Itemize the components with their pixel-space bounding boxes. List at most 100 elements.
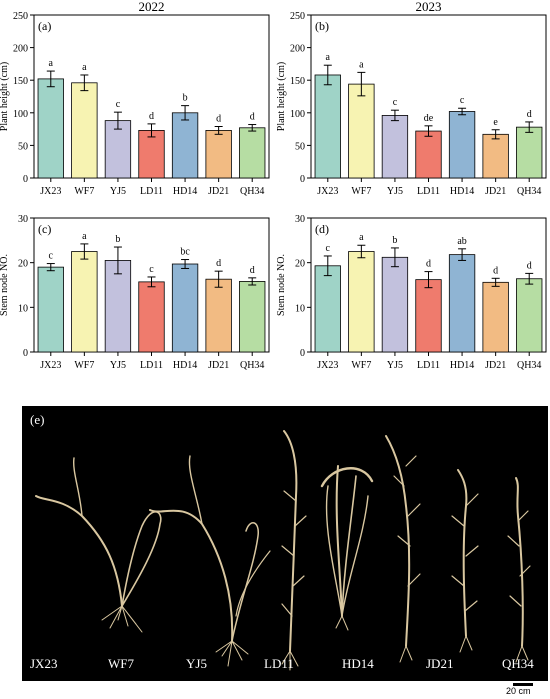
x-tick-label: LD11	[417, 360, 440, 371]
significance-letter: a	[82, 62, 87, 73]
plant-hd14	[320, 465, 374, 631]
y-tick-label: 10	[18, 303, 28, 314]
significance-letter: c	[393, 97, 398, 108]
y-tick-label: 200	[13, 44, 28, 55]
y-tick-label: 50	[295, 141, 305, 152]
y-axis-label: Plant height (cm)	[0, 62, 10, 131]
significance-letter: b	[115, 234, 120, 245]
bar-qh34	[239, 127, 266, 179]
y-tick-label: 150	[13, 76, 28, 87]
panel-label: (d)	[315, 222, 329, 236]
x-tick-label: HD14	[173, 186, 197, 197]
x-tick-label: QH34	[240, 186, 264, 197]
x-tick-label: WF7	[351, 186, 371, 197]
plant-qh34	[507, 477, 531, 663]
bar-yj5	[381, 256, 409, 353]
plant-label-jx23: JX23	[30, 656, 58, 671]
panel-label-e: (e)	[30, 412, 45, 427]
bar-jx23	[314, 74, 341, 179]
significance-letter: c	[460, 95, 465, 106]
plant-label-yj5: YJ5	[186, 656, 207, 671]
chart-2: 2023 (b) 0 50 100 150 200 250 Plant height (cm) a…	[276, 0, 547, 197]
plant-label-jd21: JD21	[426, 656, 454, 671]
scale-bar: 20 cm	[503, 681, 547, 697]
x-tick-label: HD14	[450, 186, 474, 197]
significance-letter: d	[250, 265, 255, 276]
bar-hd14	[448, 254, 476, 353]
bar-jx23	[37, 78, 64, 179]
bar-wf7	[348, 83, 375, 179]
scale-bar-label: 20 cm	[506, 686, 531, 696]
y-tick-label: 50	[18, 141, 28, 152]
bar-yj5	[104, 260, 132, 353]
bar-jd21	[205, 278, 232, 353]
plant-jd21-b	[451, 469, 479, 653]
bar-hd14	[448, 111, 476, 179]
y-tick-label: 0	[23, 348, 28, 359]
bar-jd21	[482, 281, 509, 353]
x-tick-label: YJ5	[387, 360, 403, 371]
y-axis-label: Plant height (cm)	[276, 62, 287, 131]
significance-letter: de	[424, 113, 434, 124]
significance-letter: d	[527, 109, 532, 120]
chart-1: 2022 (a) 0 50 100 150 200 250 Plant height (cm) a…	[0, 0, 270, 197]
x-tick-label: JD21	[208, 186, 229, 197]
y-tick-label: 30	[295, 214, 305, 225]
bar-ld11	[415, 279, 442, 353]
significance-letter: d	[426, 259, 431, 270]
plant-ld11	[281, 430, 307, 671]
y-tick-label: 250	[290, 11, 305, 22]
significance-letter: d	[216, 258, 221, 269]
significance-letter: d	[527, 260, 532, 271]
y-tick-label: 200	[290, 44, 305, 55]
significance-letter: ab	[457, 236, 466, 247]
significance-letter: d	[216, 113, 221, 124]
bar-wf7	[348, 251, 375, 353]
bar-qh34	[516, 278, 543, 353]
y-axis-label: Stem node NO.	[0, 254, 10, 316]
bar-jd21	[482, 133, 509, 179]
bar-jx23	[37, 266, 64, 353]
chart-title: 2022	[139, 0, 165, 14]
x-tick-label: JX23	[40, 186, 61, 197]
x-tick-label: WF7	[74, 186, 94, 197]
x-tick-label: JX23	[40, 360, 61, 371]
x-tick-label: JD21	[208, 360, 229, 371]
y-tick-label: 20	[295, 259, 305, 270]
bar-wf7	[71, 251, 98, 353]
y-tick-label: 100	[290, 109, 305, 120]
bar-qh34	[516, 126, 543, 179]
chart-4: (d) 0 10 20 30 Stem node NO. c JX23 a WF7 b YJ5 d LD1…	[276, 214, 547, 371]
x-tick-label: JD21	[485, 360, 506, 371]
bar-yj5	[381, 115, 409, 179]
bar-jx23	[314, 265, 341, 353]
x-tick-label: JX23	[317, 360, 338, 371]
y-tick-label: 30	[18, 214, 28, 225]
scale-bar-line	[513, 683, 533, 686]
x-tick-label: LD11	[140, 360, 163, 371]
x-tick-label: YJ5	[110, 186, 126, 197]
y-tick-label: 100	[13, 109, 28, 120]
x-tick-label: YJ5	[387, 186, 403, 197]
x-tick-label: QH34	[240, 360, 264, 371]
panel-label: (b)	[315, 19, 329, 33]
plant-label-hd14: HD14	[342, 656, 374, 671]
significance-letter: a	[359, 59, 364, 70]
significance-letter: a	[82, 231, 87, 242]
bar-hd14	[171, 112, 199, 179]
x-tick-label: HD14	[173, 360, 197, 371]
chart-3: (c) 0 10 20 30 Stem node NO. c JX23 a WF7 b YJ5 c LD1…	[0, 214, 270, 371]
plant-label-wf7: WF7	[108, 656, 134, 671]
x-tick-label: YJ5	[110, 360, 126, 371]
significance-letter: a	[326, 52, 331, 63]
significance-letter: c	[49, 251, 54, 262]
significance-letter: d	[493, 265, 498, 276]
plant-label-ld11: LD11	[264, 656, 294, 671]
y-tick-label: 150	[290, 76, 305, 87]
bar-hd14	[171, 263, 199, 353]
plant-jd21	[385, 435, 421, 663]
significance-letter: bc	[180, 247, 190, 258]
x-tick-label: LD11	[417, 186, 440, 197]
y-tick-label: 10	[295, 303, 305, 314]
y-tick-label: 250	[13, 11, 28, 22]
